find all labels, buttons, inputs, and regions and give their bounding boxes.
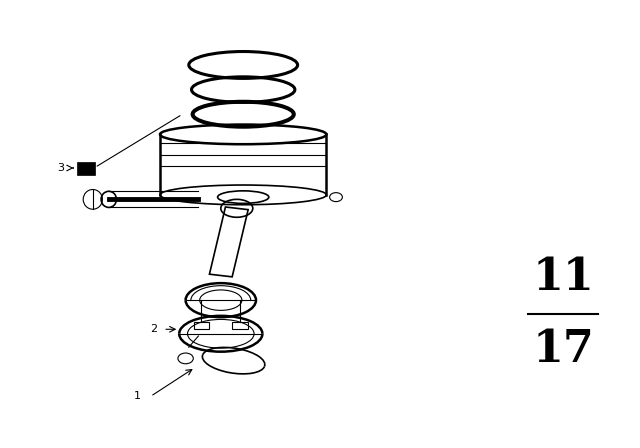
Text: 1: 1 xyxy=(134,392,141,401)
FancyBboxPatch shape xyxy=(77,162,95,175)
Text: 17: 17 xyxy=(532,328,594,371)
Text: 2: 2 xyxy=(150,324,157,334)
Text: 11: 11 xyxy=(532,256,594,299)
Text: 3: 3 xyxy=(57,163,64,173)
